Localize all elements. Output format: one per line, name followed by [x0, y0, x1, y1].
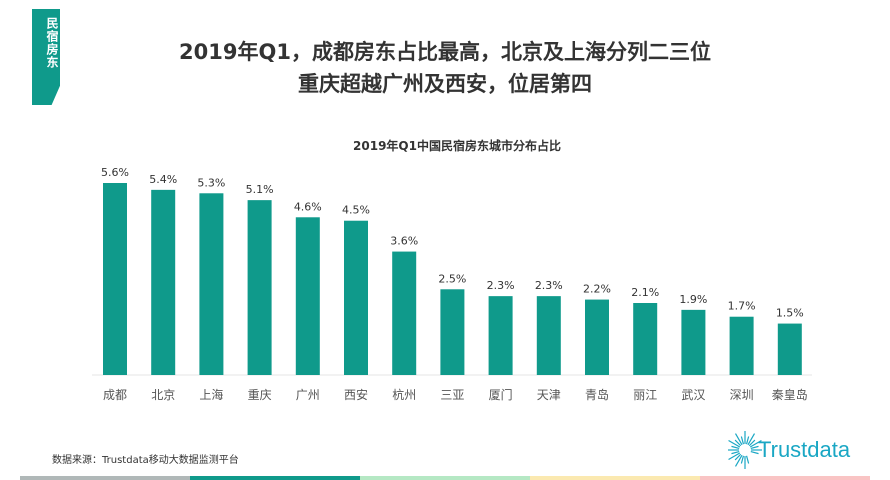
sun-ray [734, 433, 743, 446]
sun-ray [748, 439, 756, 447]
bar-chart: 2019年Q1中国民宿房东城市分布占比 5.6% 成都 5.4% 北京 5.3% 上海 5.… [92, 138, 812, 402]
category-label: 武汉 [681, 388, 705, 402]
data-label: 5.1% [246, 183, 274, 196]
data-label: 5.4% [149, 173, 177, 186]
data-label: 4.5% [342, 204, 370, 217]
sun-ray [747, 433, 756, 446]
section-tag-label: 民宿房东 [45, 17, 59, 69]
category-label: 厦门 [489, 387, 513, 402]
bar-深圳 [729, 316, 754, 375]
sun-ray [749, 439, 762, 448]
sun-ray [731, 450, 740, 455]
sun-ray [728, 452, 741, 461]
strip-segment [530, 476, 700, 480]
data-label: 2.3% [535, 279, 563, 292]
trustdata-logo: Trustdata [728, 428, 850, 472]
logo-text: Trustdata [758, 437, 851, 462]
sun-ray [728, 439, 741, 448]
bar-成都 [103, 183, 127, 375]
sun-ray [734, 439, 742, 447]
data-source: 数据来源：Trustdata移动大数据监测平台 [52, 455, 239, 466]
section-tag: 民宿房东 [32, 9, 60, 105]
strip-segment [360, 476, 530, 480]
category-label: 杭州 [392, 387, 416, 402]
bar-青岛 [585, 299, 609, 375]
bar-丽江 [633, 303, 658, 375]
data-label: 5.3% [197, 176, 225, 189]
category-label: 三亚 [440, 388, 464, 402]
data-label: 1.9% [679, 293, 707, 306]
sun-ray [734, 454, 743, 467]
strip-segment [20, 476, 190, 480]
sun-ray [734, 453, 742, 461]
category-label: 北京 [151, 388, 175, 402]
bar-杭州 [392, 251, 417, 375]
data-label: 3.6% [390, 235, 418, 248]
sun-ray [740, 436, 745, 445]
data-label: 1.5% [776, 307, 804, 320]
sun-ray [731, 445, 740, 450]
category-label: 成都 [103, 388, 127, 402]
strip-segment [190, 476, 360, 480]
sun-ray [745, 455, 750, 464]
category-label: 西安 [344, 387, 368, 402]
bar-三亚 [440, 289, 465, 375]
bar-广州 [295, 217, 320, 375]
bar-武汉 [681, 309, 706, 375]
page-title-line1: 2019年Q1，成都房东占比最高，北京及上海分列二三位 [179, 40, 711, 64]
category-label: 上海 [199, 387, 223, 402]
bar-上海 [199, 193, 224, 375]
bar-西安 [344, 220, 368, 375]
footer-color-strip [20, 476, 870, 480]
sun-ray [740, 455, 745, 464]
chart-title: 2019年Q1中国民宿房东城市分布占比 [353, 138, 561, 153]
sun-ray [750, 450, 759, 455]
page-title-line2: 重庆超越广州及西安，位居第四 [298, 72, 592, 96]
data-label: 2.2% [583, 283, 611, 296]
sun-ray [745, 436, 750, 445]
data-label: 4.6% [294, 200, 322, 213]
category-label: 天津 [537, 388, 561, 402]
category-label: 秦皇岛 [772, 387, 808, 402]
data-label: 2.5% [438, 272, 466, 285]
bar-北京 [151, 189, 176, 375]
category-label: 重庆 [248, 388, 272, 402]
bar-重庆 [247, 200, 272, 375]
category-label: 青岛 [585, 387, 609, 402]
category-label: 丽江 [633, 388, 657, 402]
strip-segment [700, 476, 870, 480]
data-label: 1.7% [728, 300, 756, 313]
category-label: 深圳 [730, 388, 754, 402]
bar-天津 [536, 296, 561, 375]
category-label: 广州 [296, 388, 320, 402]
data-label: 2.1% [631, 286, 659, 299]
bar-厦门 [488, 296, 513, 375]
sun-ray [750, 445, 759, 450]
bar-秦皇岛 [777, 323, 802, 375]
data-label: 2.3% [487, 279, 515, 292]
sunburst-icon [728, 431, 762, 469]
data-label: 5.6% [101, 166, 129, 179]
